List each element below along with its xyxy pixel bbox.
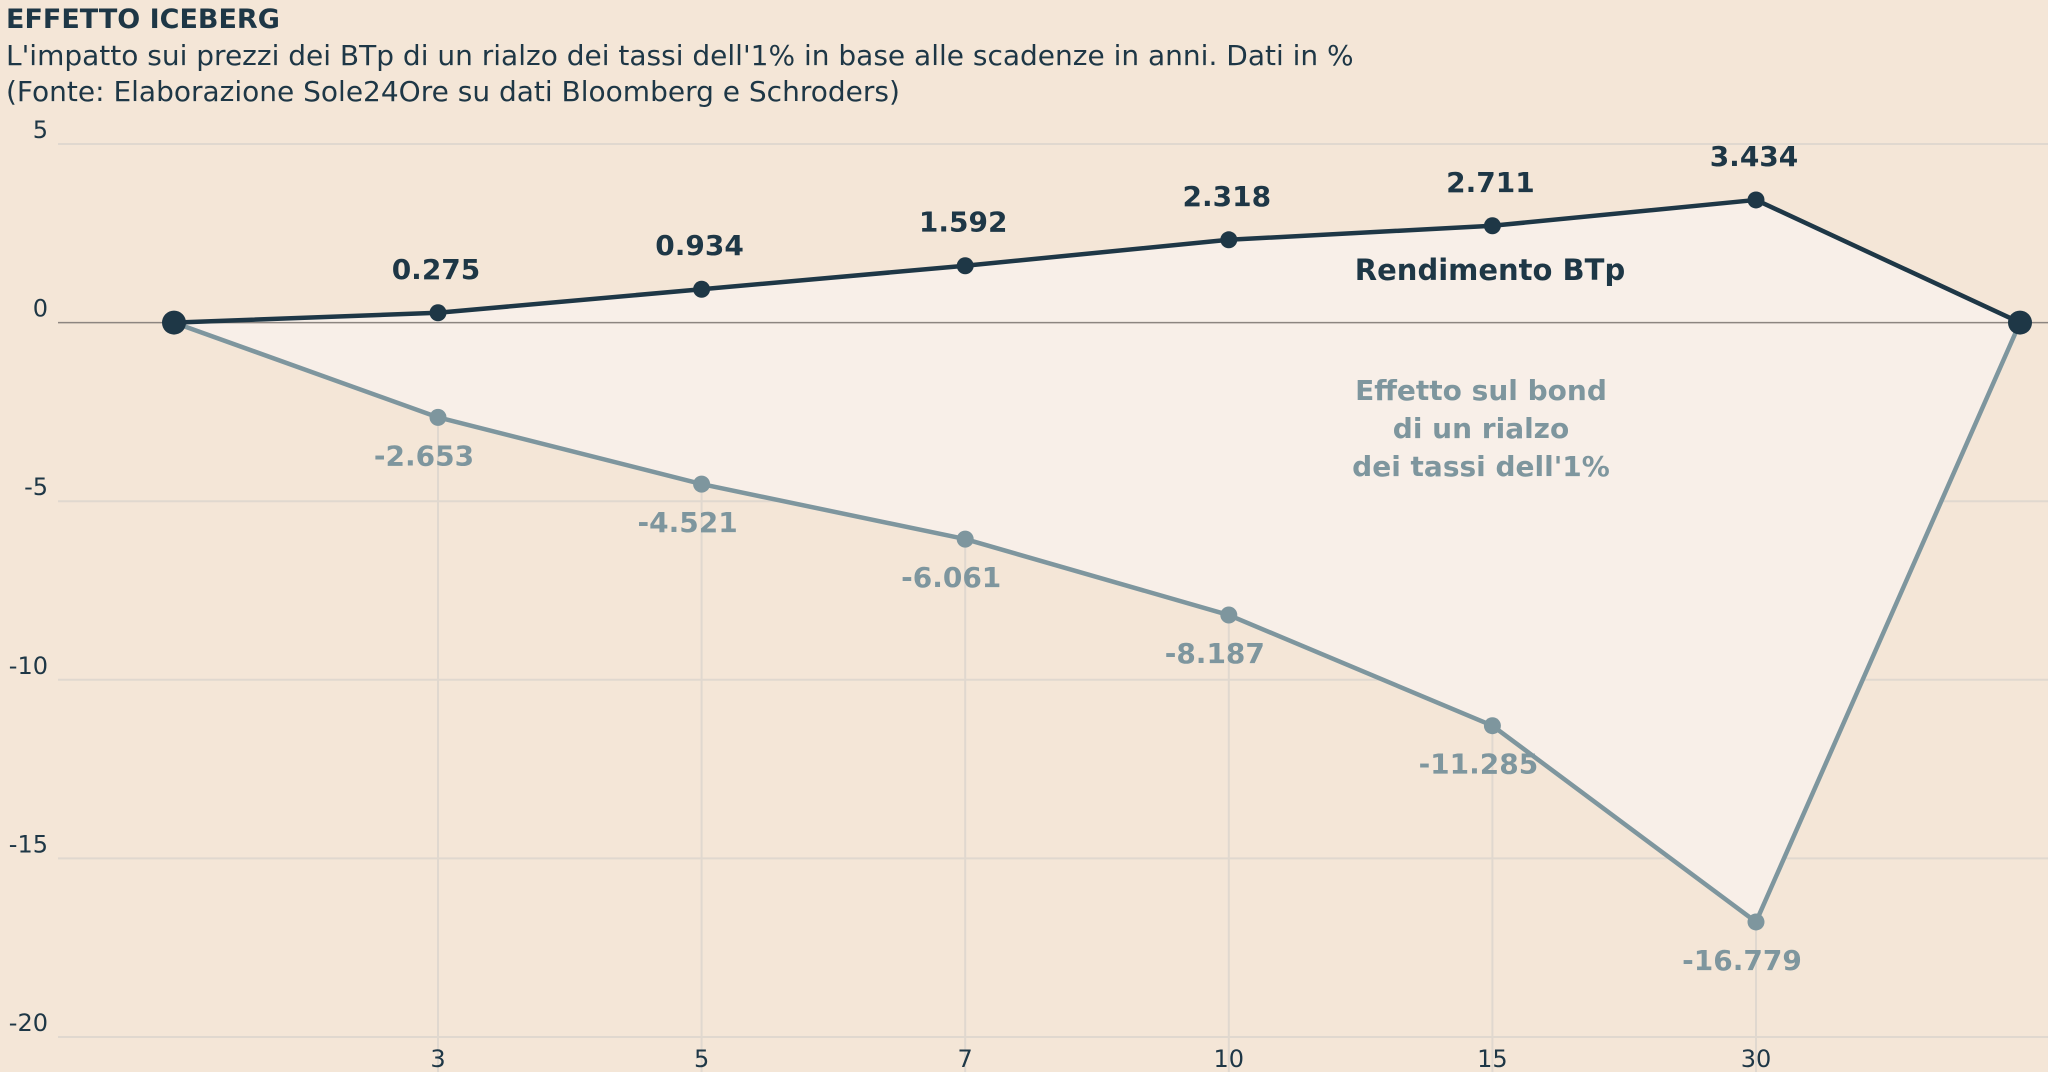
series-line-effetto bbox=[173, 320, 2023, 925]
data-label-effetto: -4.521 bbox=[638, 506, 738, 539]
chart-header: EFFETTO ICEBERG L'impatto sui prezzi dei… bbox=[6, 2, 1354, 110]
area-between-series bbox=[174, 199, 2020, 922]
data-label-rendimento: 0.934 bbox=[655, 229, 744, 262]
chart-source: (Fonte: Elaborazione Sole24Ore su dati B… bbox=[6, 75, 900, 108]
data-label-rendimento: 3.434 bbox=[1710, 140, 1799, 173]
x-tick-label: 15 bbox=[1477, 1045, 1508, 1072]
data-label-rendimento: 1.592 bbox=[919, 206, 1008, 239]
point-effetto bbox=[693, 475, 711, 493]
endpoint-start bbox=[162, 310, 186, 335]
point-rendimento bbox=[1483, 217, 1501, 235]
x-tick-label: 5 bbox=[694, 1045, 709, 1072]
data-label-effetto: -6.061 bbox=[901, 561, 1001, 594]
annotation-rendimento: Rendimento BTp bbox=[1355, 253, 1625, 287]
point-rendimento bbox=[1220, 231, 1238, 249]
data-label-effetto: -11.285 bbox=[1419, 748, 1539, 781]
y-tick-label: -10 bbox=[9, 652, 48, 680]
point-effetto bbox=[956, 530, 974, 548]
data-label-effetto: -16.779 bbox=[1682, 944, 1802, 977]
point-effetto bbox=[1220, 606, 1238, 624]
y-tick-label: 0 bbox=[33, 295, 48, 323]
point-rendimento bbox=[1747, 191, 1765, 209]
y-tick-label: -15 bbox=[9, 830, 48, 858]
data-label-rendimento: 2.711 bbox=[1446, 166, 1535, 199]
data-label-rendimento: 2.318 bbox=[1183, 180, 1272, 213]
y-tick-label: -20 bbox=[9, 1009, 48, 1037]
point-rendimento bbox=[956, 257, 974, 275]
endpoint-end bbox=[2008, 310, 2032, 335]
x-tick-label: 3 bbox=[430, 1045, 445, 1072]
point-rendimento bbox=[429, 304, 447, 322]
annotation-effetto: Effetto sul bond bbox=[1355, 374, 1607, 407]
annotation-effetto: di un rialzo bbox=[1393, 412, 1569, 445]
data-label-effetto: -8.187 bbox=[1165, 637, 1265, 670]
x-tick-label: 7 bbox=[958, 1045, 973, 1072]
chart-title: EFFETTO ICEBERG bbox=[6, 4, 280, 35]
point-rendimento bbox=[693, 280, 711, 298]
point-effetto bbox=[1483, 717, 1501, 735]
series-line-rendimento bbox=[173, 197, 2021, 325]
x-tick-label: 10 bbox=[1214, 1045, 1245, 1072]
point-effetto bbox=[1747, 913, 1765, 931]
data-label-rendimento: 0.275 bbox=[392, 253, 481, 286]
data-label-effetto: -2.653 bbox=[374, 439, 474, 472]
point-effetto bbox=[429, 408, 447, 426]
annotation-effetto: dei tassi dell'1% bbox=[1352, 450, 1610, 483]
y-tick-label: 5 bbox=[33, 116, 48, 144]
x-tick-label: 30 bbox=[1741, 1045, 1772, 1072]
y-tick-label: -5 bbox=[24, 473, 48, 501]
chart-subtitle: L'impatto sui prezzi dei BTp di un rialz… bbox=[6, 39, 1354, 72]
